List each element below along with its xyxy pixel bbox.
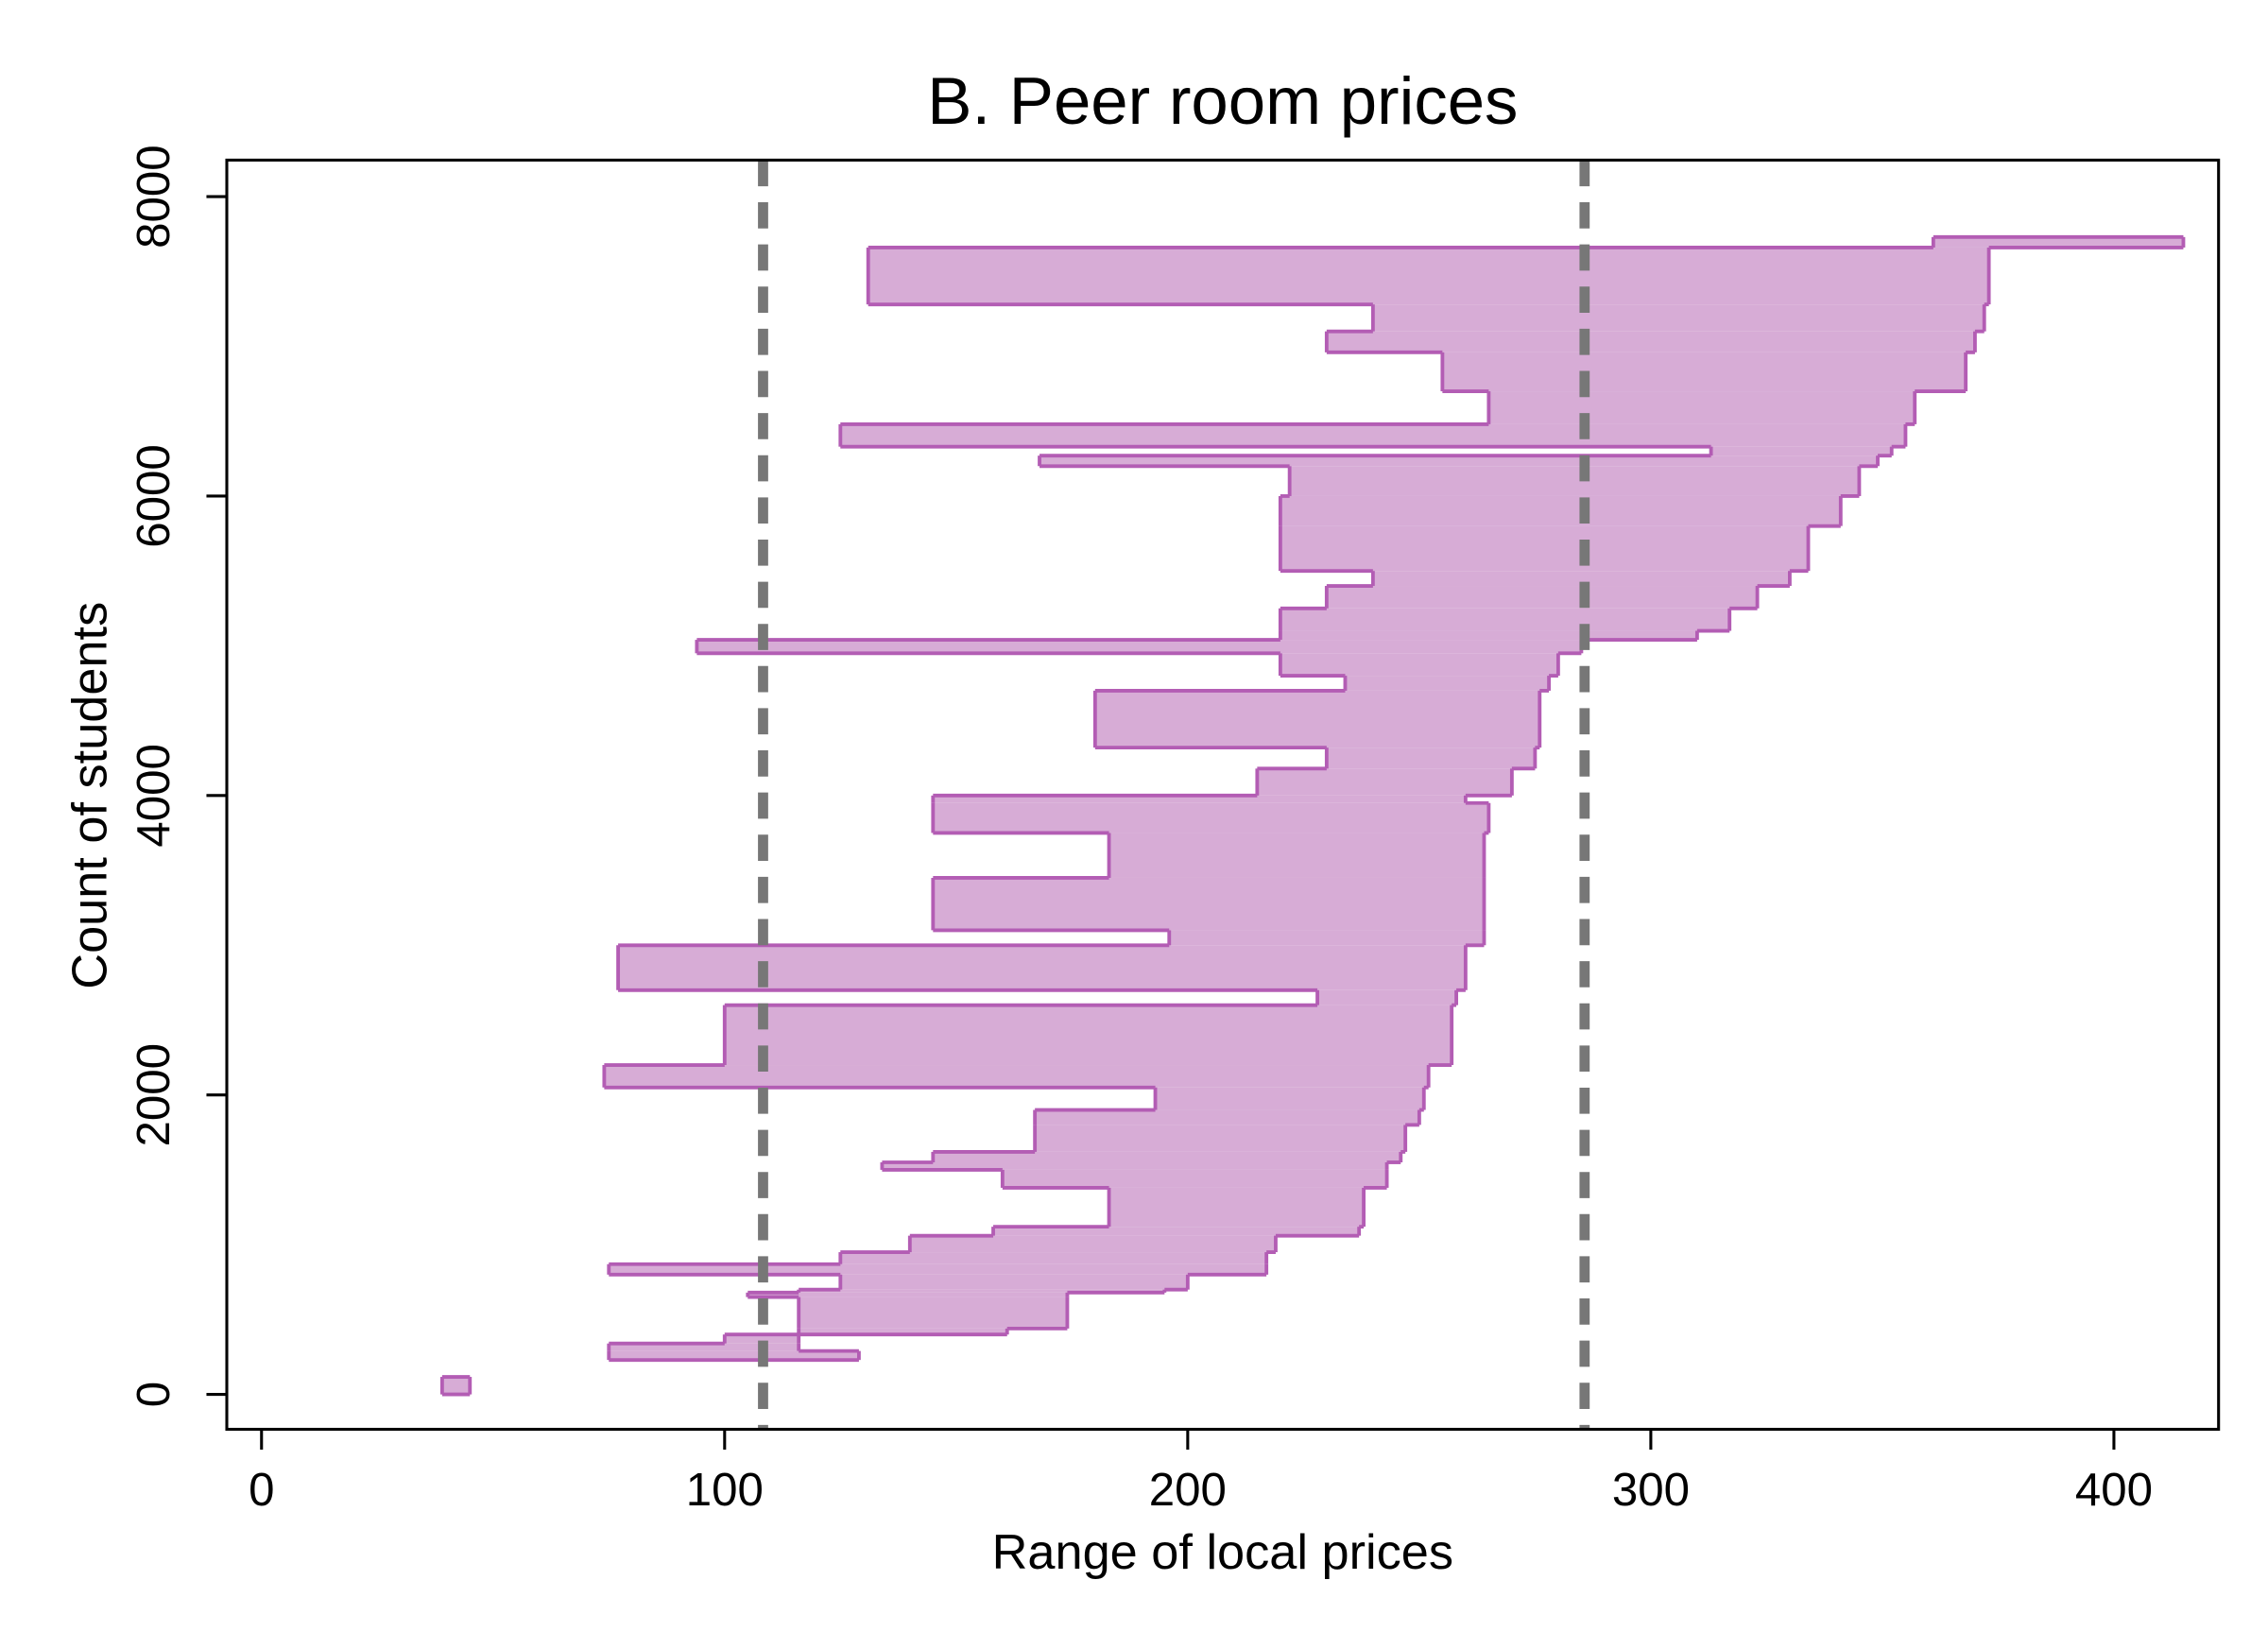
range-band (840, 1274, 1188, 1290)
y-tick-label: 8000 (128, 145, 180, 248)
range-band (933, 1151, 1401, 1163)
range-band (1933, 236, 2184, 248)
y-tick-label: 6000 (128, 444, 180, 547)
x-tick-label: 200 (1149, 1464, 1227, 1516)
range-band (724, 1334, 799, 1344)
range-band (1280, 525, 1809, 572)
range-band (618, 945, 1466, 990)
range-band (609, 1350, 859, 1361)
range-band (933, 795, 1466, 803)
range-band (609, 1263, 1267, 1275)
range-band (799, 1328, 1007, 1335)
x-axis-label: Range of local prices (992, 1525, 1453, 1580)
range-band (993, 1227, 1360, 1236)
range-band (1169, 930, 1485, 946)
range-band (909, 1235, 1276, 1253)
range-band (1280, 495, 1841, 526)
x-tick-label: 0 (249, 1464, 274, 1516)
range-band (1108, 1187, 1365, 1228)
y-tick-label: 0 (128, 1382, 180, 1407)
range-band (724, 1005, 1452, 1066)
range-band (882, 1162, 1387, 1170)
y-tick-label: 2000 (128, 1043, 180, 1147)
range-band (1040, 455, 1879, 467)
y-axis-label: Count of students (62, 602, 117, 989)
range-band (1035, 1109, 1419, 1125)
range-band (1108, 833, 1485, 878)
x-tick-label: 100 (686, 1464, 764, 1516)
range-band (1257, 768, 1512, 796)
range-band (1317, 989, 1457, 1005)
range-band (1155, 1087, 1424, 1110)
range-band (1289, 466, 1860, 496)
range-band (1488, 391, 1916, 424)
y-tick-label: 4000 (128, 744, 180, 848)
range-band (604, 1065, 1429, 1088)
range-band (1326, 331, 1975, 352)
range-band (1326, 586, 1758, 609)
range-band (441, 1377, 471, 1395)
chart-title: B. Peer room prices (927, 63, 1518, 138)
range-band (840, 423, 1906, 447)
range-band (747, 1292, 1068, 1297)
range-band (933, 877, 1485, 931)
range-band (1002, 1169, 1387, 1188)
x-tick-label: 400 (2075, 1464, 2153, 1516)
range-band (1710, 446, 1892, 456)
range-band (868, 247, 1989, 305)
range-band (799, 1289, 1165, 1293)
range-band (1326, 747, 1536, 769)
range-band (840, 1252, 1267, 1264)
range-band (1094, 690, 1540, 748)
range-band (696, 640, 1582, 654)
range-band (1280, 608, 1730, 631)
range-band (1280, 653, 1558, 677)
range-band (609, 1343, 799, 1351)
range-band (1372, 571, 1790, 587)
x-tick-label: 300 (1612, 1464, 1690, 1516)
range-band (1442, 352, 1967, 392)
range-band (799, 1297, 1068, 1329)
range-band (1035, 1125, 1406, 1152)
range-band (1345, 676, 1550, 691)
range-band (1372, 304, 1984, 332)
range-band (933, 802, 1489, 833)
range-band (1280, 630, 1697, 641)
